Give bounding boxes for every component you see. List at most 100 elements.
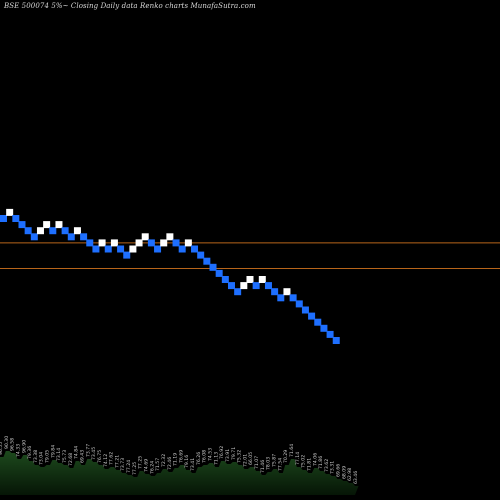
volume-label: 72.32 [161,454,167,467]
renko-brick-down [271,288,279,296]
volume-label: 76.92 [219,446,225,459]
renko-brick-up [6,208,14,216]
volume-label: 76.69 [178,450,184,463]
renko-brick-down [227,282,235,290]
volume-label: 73.77 [85,444,91,457]
volume-label: 76.75 [97,450,103,463]
volume-label: 96.58 [10,438,16,451]
renko-brick-up [73,227,81,235]
renko-brick-down [92,245,100,253]
renko-brick-down [154,245,162,253]
renko-brick-down [295,300,303,308]
renko-brick-down [332,337,340,344]
volume-label: 79.71 [231,447,237,460]
volume-label: 75.32 [237,450,243,463]
volume-label: 75.87 [272,454,278,467]
chart-title: BSE 500074 5%~ Closing Daily data Renko … [4,2,256,10]
volume-label: 73.41 [190,458,196,471]
volume-area [0,451,359,495]
volume-label: 78.03 [266,457,272,470]
renko-bricks [0,208,340,344]
volume-label: 79.84 [50,445,56,458]
volume-label: 79.36 [27,446,33,459]
volume-label: 77.25 [138,456,144,469]
volume-label: 74.53 [208,448,214,461]
volume-label: 73.91 [225,449,231,462]
volume-label: 66.05 [248,452,254,465]
renko-brick-down [326,330,334,338]
volume-label: 96.55 [0,442,4,455]
renko-brick-up [110,239,118,247]
renko-brick-up [36,227,44,235]
volume-label: 77.24 [126,460,132,473]
volume-label: 76.08 [202,450,208,463]
volume-label: 76.26 [196,452,202,465]
volume-labels: 96.55 90.30 96.58 74.33 96.90 79.36 73.38 73.04… [0,436,359,484]
renko-brick-down [197,251,205,259]
renko-brick-down [314,318,322,326]
renko-brick-up [240,282,248,290]
renko-brick-up [55,221,63,229]
renko-brick-down [215,269,223,277]
volume-label: 71.07 [254,456,260,469]
volume-label: 71.86 [318,456,324,469]
volume-label: 63.46 [353,471,359,484]
renko-brick-up [98,239,106,247]
volume-label: 75.73 [62,450,68,463]
volume-label: 71.19 [173,453,179,466]
renko-brick-down [104,245,112,253]
volume-label: 74.84 [74,446,80,459]
volume-label: 71.81 [306,458,312,471]
renko-brick-up [258,276,266,283]
volume-label: 73.38 [33,450,39,463]
renko-brick-down [123,251,131,259]
volume-label: 73.62 [324,459,330,472]
renko-brick-down [18,221,26,229]
renko-brick-down [289,294,297,302]
renko-brick-down [252,282,260,290]
renko-brick-down [191,245,199,253]
renko-brick-up [283,288,291,296]
volume-label: 79.16 [184,455,190,468]
volume-label: 62.98 [347,468,353,481]
volume-label: 71.13 [213,452,219,465]
renko-brick-down [80,233,88,241]
volume-label: 73.04 [39,452,45,465]
renko-brick-up [43,221,51,229]
renko-brick-down [0,215,7,222]
renko-brick-down [277,294,285,302]
renko-brick-down [86,239,94,247]
renko-brick-down [320,324,328,332]
volume-label: 71.46 [260,460,266,473]
renko-brick-down [61,227,69,235]
renko-brick-down [308,312,316,320]
renko-brick-down [264,282,272,290]
renko-brick-down [49,227,57,235]
volume-label: 77.25 [132,462,138,475]
volume-label: 72.68 [68,453,74,466]
renko-brick-down [12,215,20,222]
renko-brick-down [147,239,155,247]
renko-brick-up [141,233,149,241]
volume-label: 73.14 [56,448,62,461]
renko-brick-down [172,239,180,247]
volume-label: 77.14 [295,452,301,465]
renko-brick-up [129,245,137,253]
renko-brick-down [209,263,217,271]
renko-brick-down [67,233,75,241]
renko-brick-down [178,245,186,253]
volume-label: 77.54 [277,458,283,471]
volume-label: 77.62 [109,452,115,465]
volume-series [0,451,359,495]
volume-label: 73.31 [330,461,336,474]
volume-label: 74.69 [144,459,150,472]
renko-brick-up [166,233,174,241]
volume-label: 71.57 [155,458,161,471]
volume-label: 71.64 [289,444,295,457]
volume-label: 68.09 [341,466,347,479]
renko-brick-down [24,227,32,235]
volume-label: 79.05 [45,450,51,463]
volume-label: 90.30 [4,436,10,449]
volume-label: 70.29 [283,450,289,463]
